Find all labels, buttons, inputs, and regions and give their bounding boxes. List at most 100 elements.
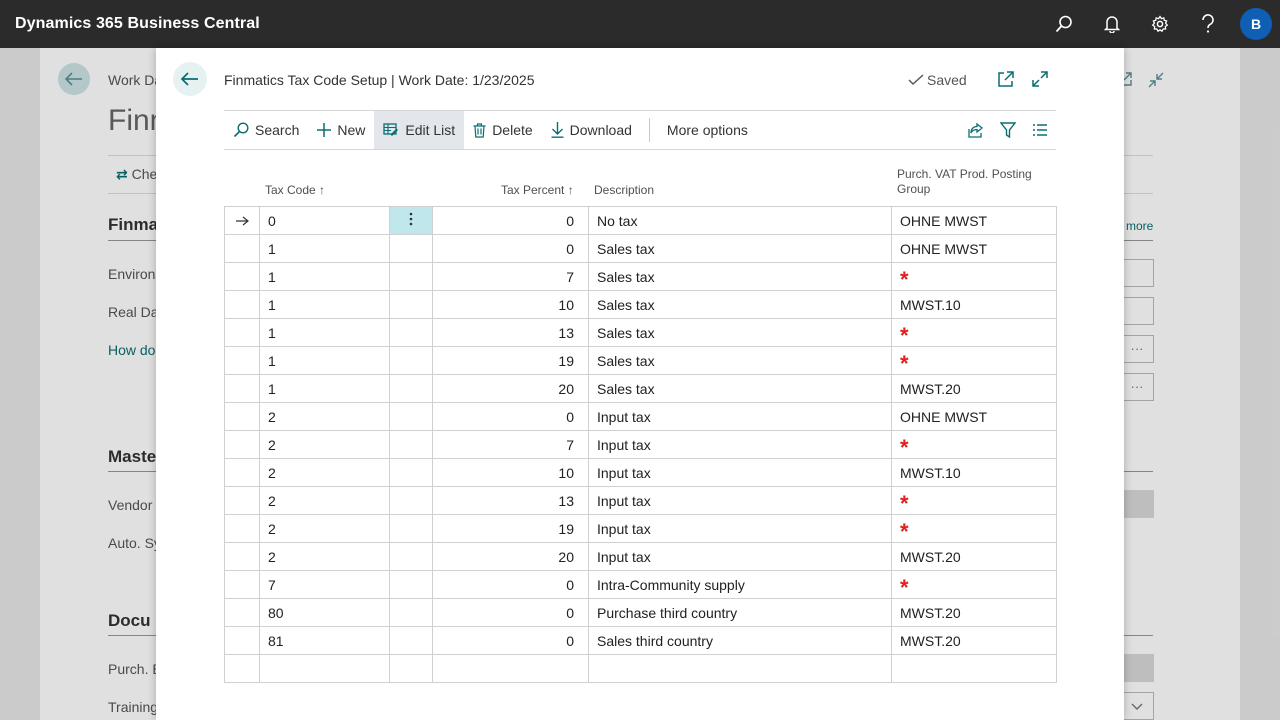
empty-cell[interactable] (432, 654, 589, 683)
cell-tax-code[interactable]: 2 (259, 430, 390, 459)
cell-purch-vat-group[interactable]: MWST.10 (891, 458, 1057, 487)
row-actions-cell[interactable] (389, 402, 433, 431)
expand-icon[interactable] (1032, 71, 1048, 92)
cell-tax-code[interactable]: 81 (259, 626, 390, 655)
background-help-link[interactable]: How do (108, 342, 156, 358)
gear-icon[interactable] (1136, 0, 1184, 48)
share-icon[interactable] (960, 111, 992, 149)
cell-description[interactable]: Sales tax (588, 290, 892, 319)
cell-purch-vat-group[interactable]: * (891, 570, 1057, 599)
cell-tax-percent[interactable]: 20 (432, 374, 589, 403)
cell-description[interactable]: Sales third country (588, 626, 892, 655)
column-header-tax-percent[interactable]: Tax Percent ↑ (501, 183, 574, 197)
table-row[interactable]: 2 20 Input tax MWST.20 (224, 542, 1057, 571)
cell-description[interactable]: Sales tax (588, 346, 892, 375)
cell-tax-code[interactable]: 1 (259, 374, 390, 403)
cell-tax-percent[interactable]: 7 (432, 430, 589, 459)
background-back-button[interactable] (58, 63, 90, 95)
row-actions-cell[interactable] (389, 486, 433, 515)
cell-purch-vat-group[interactable]: OHNE MWST (891, 234, 1057, 263)
table-row[interactable]: 1 0 Sales tax OHNE MWST (224, 234, 1057, 263)
cell-description[interactable]: Input tax (588, 402, 892, 431)
cell-description[interactable]: Input tax (588, 486, 892, 515)
search-button[interactable]: Search (224, 111, 308, 149)
empty-cell[interactable] (259, 654, 390, 683)
cell-tax-code[interactable]: 2 (259, 402, 390, 431)
cell-tax-percent[interactable]: 13 (432, 486, 589, 515)
background-collapse-icon[interactable] (1148, 72, 1164, 93)
cell-purch-vat-group[interactable]: MWST.20 (891, 542, 1057, 571)
cell-description[interactable]: Input tax (588, 430, 892, 459)
cell-tax-code[interactable]: 2 (259, 514, 390, 543)
cell-description[interactable]: Input tax (588, 458, 892, 487)
cell-tax-percent[interactable]: 0 (432, 234, 589, 263)
table-row[interactable]: 1 7 Sales tax * (224, 262, 1057, 291)
new-button[interactable]: New (308, 111, 374, 149)
cell-tax-percent[interactable]: 0 (432, 206, 589, 235)
cell-description[interactable]: Input tax (588, 514, 892, 543)
cell-purch-vat-group[interactable]: * (891, 262, 1057, 291)
row-actions-cell[interactable] (389, 458, 433, 487)
cell-purch-vat-group[interactable]: MWST.20 (891, 626, 1057, 655)
table-row[interactable]: 2 0 Input tax OHNE MWST (224, 402, 1057, 431)
cell-description[interactable]: Sales tax (588, 262, 892, 291)
cell-description[interactable]: Intra-Community supply (588, 570, 892, 599)
cell-tax-percent[interactable]: 0 (432, 570, 589, 599)
cell-tax-code[interactable]: 1 (259, 262, 390, 291)
cell-purch-vat-group[interactable]: MWST.10 (891, 290, 1057, 319)
cell-tax-code[interactable]: 1 (259, 234, 390, 263)
cell-tax-percent[interactable]: 7 (432, 262, 589, 291)
help-icon[interactable] (1184, 0, 1232, 48)
cell-tax-percent[interactable]: 13 (432, 318, 589, 347)
row-actions-cell[interactable] (389, 318, 433, 347)
app-title[interactable]: Dynamics 365 Business Central (15, 15, 260, 32)
cell-purch-vat-group[interactable]: OHNE MWST (891, 402, 1057, 431)
cell-purch-vat-group[interactable]: MWST.20 (891, 374, 1057, 403)
cell-description[interactable]: Sales tax (588, 318, 892, 347)
open-new-window-icon[interactable] (998, 71, 1014, 92)
cell-tax-code[interactable]: 2 (259, 486, 390, 515)
cell-tax-code[interactable]: 1 (259, 346, 390, 375)
table-row[interactable]: 2 10 Input tax MWST.10 (224, 458, 1057, 487)
background-more-link[interactable]: more (1126, 219, 1154, 233)
table-row[interactable]: 2 19 Input tax * (224, 514, 1057, 543)
row-actions-cell[interactable] (389, 626, 433, 655)
bell-icon[interactable] (1088, 0, 1136, 48)
row-actions-cell[interactable] (389, 346, 433, 375)
edit-list-button[interactable]: Edit List (374, 111, 465, 149)
cell-description[interactable]: No tax (588, 206, 892, 235)
cell-tax-code[interactable]: 1 (259, 318, 390, 347)
row-actions-cell[interactable] (389, 234, 433, 263)
cell-tax-code[interactable]: 1 (259, 290, 390, 319)
cell-tax-percent[interactable]: 0 (432, 598, 589, 627)
cell-tax-code[interactable]: 2 (259, 542, 390, 571)
back-button[interactable] (173, 62, 207, 96)
cell-tax-percent[interactable]: 19 (432, 514, 589, 543)
table-row-empty[interactable] (224, 654, 1057, 683)
cell-purch-vat-group[interactable]: * (891, 318, 1057, 347)
filter-icon[interactable] (992, 111, 1024, 149)
cell-purch-vat-group[interactable]: MWST.20 (891, 598, 1057, 627)
cell-description[interactable]: Input tax (588, 542, 892, 571)
download-button[interactable]: Download (542, 111, 641, 149)
row-actions-cell[interactable] (389, 430, 433, 459)
cell-purch-vat-group[interactable]: * (891, 346, 1057, 375)
cell-tax-percent[interactable]: 10 (432, 290, 589, 319)
row-actions-cell[interactable] (389, 290, 433, 319)
more-options-button[interactable]: More options (666, 122, 748, 138)
table-row[interactable]: 1 10 Sales tax MWST.10 (224, 290, 1057, 319)
empty-cell[interactable] (224, 654, 260, 683)
cell-purch-vat-group[interactable]: * (891, 486, 1057, 515)
column-header-purch-vat-group[interactable]: Purch. VAT Prod. Posting Group (897, 167, 1032, 196)
cell-description[interactable]: Sales tax (588, 234, 892, 263)
row-actions-cell[interactable] (389, 598, 433, 627)
search-icon[interactable] (1040, 0, 1088, 48)
table-row[interactable]: 0 0 No tax OHNE MWST (224, 206, 1057, 235)
table-row[interactable]: 2 13 Input tax * (224, 486, 1057, 515)
table-row[interactable]: 2 7 Input tax * (224, 430, 1057, 459)
table-row[interactable]: 7 0 Intra-Community supply * (224, 570, 1057, 599)
row-actions-cell[interactable] (389, 514, 433, 543)
cell-tax-percent[interactable]: 10 (432, 458, 589, 487)
cell-tax-percent[interactable]: 0 (432, 626, 589, 655)
cell-tax-percent[interactable]: 0 (432, 402, 589, 431)
